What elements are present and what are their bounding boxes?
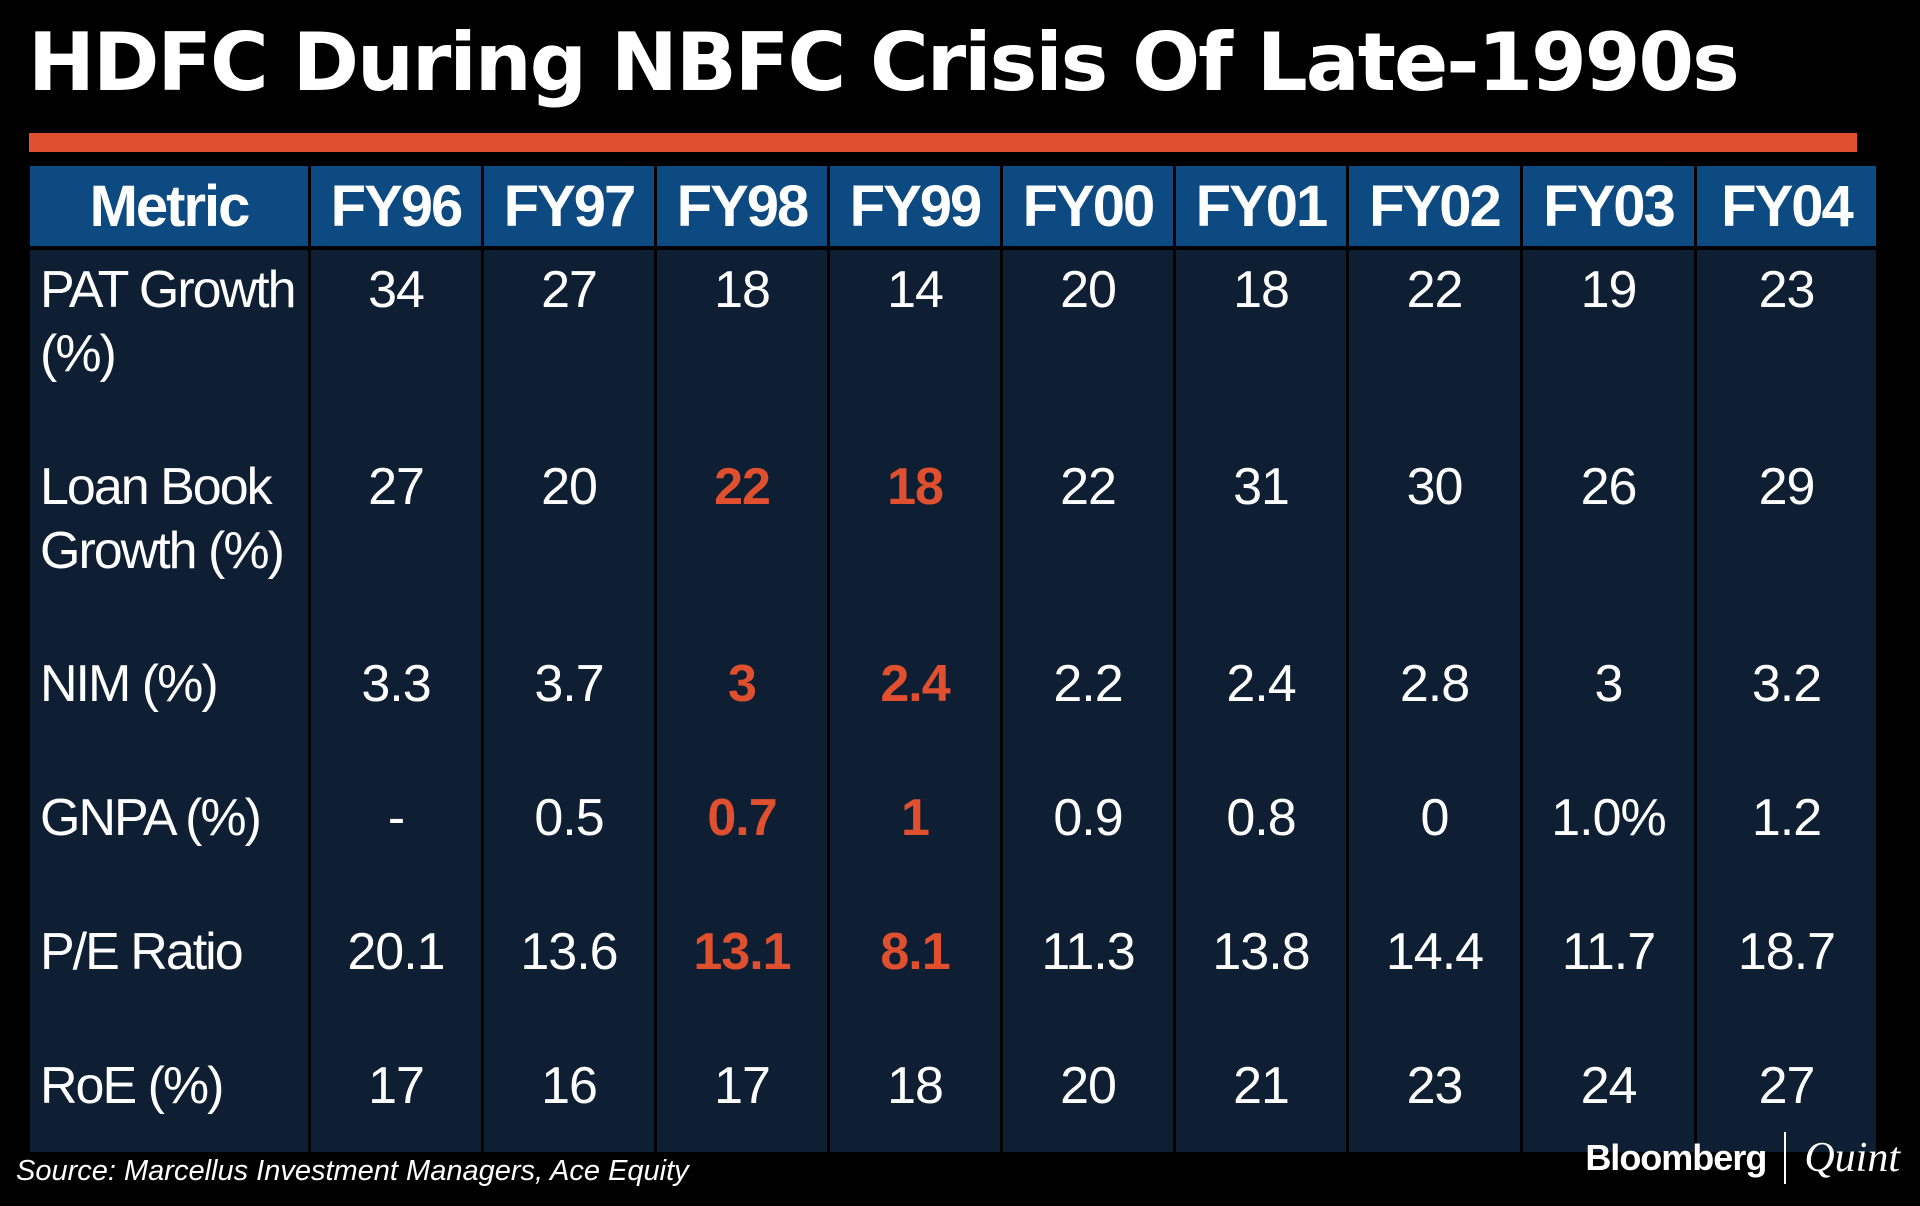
table-cell: 22 <box>1003 447 1176 644</box>
table-cell: 22 <box>1349 250 1523 447</box>
table-cell: 13.1 <box>657 912 830 1046</box>
table-cell: 27 <box>311 447 484 644</box>
table-cell: 34 <box>311 250 484 447</box>
table-row: GNPA (%) -0.5 0.7 1 0.9 0.8 0 1.0% 1.2 <box>30 778 1876 912</box>
table-cell: 3 <box>657 644 830 778</box>
table-cell: 17 <box>657 1046 830 1152</box>
table-header-row: Metric FY96 FY97 FY98 FY99 FY00 FY01 FY02 FY03 FY… <box>30 166 1876 250</box>
table-cell: 23 <box>1697 250 1876 447</box>
table-row: Loan Book Growth (%) 27 20 22 18 22 31 30 26 29 <box>30 447 1876 644</box>
header-metric: Metric <box>30 166 311 250</box>
metrics-table: Metric FY96 FY97 FY98 FY99 FY00 FY01 FY02 FY03 FY… <box>30 166 1876 1152</box>
table-cell: 30 <box>1349 447 1523 644</box>
header-fy97: FY97 <box>484 166 657 250</box>
brand-bloomberg: Bloomberg <box>1585 1137 1767 1178</box>
table-cell: 3.3 <box>311 644 484 778</box>
title-underline-bar <box>29 133 1857 152</box>
table-cell: - <box>311 778 484 912</box>
table-cell: 18 <box>830 1046 1003 1152</box>
table-cell: 20 <box>1003 250 1176 447</box>
table-cell: 24 <box>1523 1046 1697 1152</box>
table-body: PAT Growth (%) 34 27 18 14 20 18 22 19 23 Loan Boo… <box>30 250 1876 1152</box>
table-cell: 13.6 <box>484 912 657 1046</box>
table-cell: 0.7 <box>657 778 830 912</box>
chart-title: HDFC During NBFC Crisis Of Late-1990s <box>28 16 1740 109</box>
header-fy96: FY96 <box>311 166 484 250</box>
table-cell: 21 <box>1176 1046 1349 1152</box>
table-row: NIM (%) 3.3 3.7 3 2.4 2.2 2.4 2.8 3 3.2 <box>30 644 1876 778</box>
table-cell: 0.5 <box>484 778 657 912</box>
header-fy03: FY03 <box>1523 166 1697 250</box>
table-cell: 18 <box>1176 250 1349 447</box>
table-cell: 18 <box>830 447 1003 644</box>
table-cell: 11.3 <box>1003 912 1176 1046</box>
table-cell: 20 <box>484 447 657 644</box>
table-cell: 14 <box>830 250 1003 447</box>
table-cell: 13.8 <box>1176 912 1349 1046</box>
table-cell: 23 <box>1349 1046 1523 1152</box>
row-label: RoE (%) <box>30 1046 311 1152</box>
table-cell: 1.0% <box>1523 778 1697 912</box>
row-label: GNPA (%) <box>30 778 311 912</box>
table-cell: 26 <box>1523 447 1697 644</box>
table-cell: 3.7 <box>484 644 657 778</box>
table-cell: 20 <box>1003 1046 1176 1152</box>
table-cell: 27 <box>1697 1046 1876 1152</box>
table-cell: 3 <box>1523 644 1697 778</box>
table-cell: 0.8 <box>1176 778 1349 912</box>
row-label: Loan Book Growth (%) <box>30 447 311 644</box>
table-cell: 22 <box>657 447 830 644</box>
header-fy98: FY98 <box>657 166 830 250</box>
table-row: P/E Ratio 20.1 13.6 13.1 8.1 11.3 13.8 14.4 11.7… <box>30 912 1876 1046</box>
table-cell: 16 <box>484 1046 657 1152</box>
source-note: Source: Marcellus Investment Managers, A… <box>16 1155 689 1187</box>
table-cell: 18 <box>657 250 830 447</box>
table-cell: 0 <box>1349 778 1523 912</box>
header-fy00: FY00 <box>1003 166 1176 250</box>
table-cell: 1.2 <box>1697 778 1876 912</box>
table-cell: 2.4 <box>830 644 1003 778</box>
table-cell: 0.9 <box>1003 778 1176 912</box>
header-fy99: FY99 <box>830 166 1003 250</box>
row-label: PAT Growth (%) <box>30 250 311 447</box>
header-fy02: FY02 <box>1349 166 1523 250</box>
table-row: RoE (%) 17 16 17 18 20 21 23 24 27 <box>30 1046 1876 1152</box>
table-cell: 29 <box>1697 447 1876 644</box>
table-cell: 19 <box>1523 250 1697 447</box>
table-cell: 18.7 <box>1697 912 1876 1046</box>
table-cell: 20.1 <box>311 912 484 1046</box>
brand-divider <box>1784 1132 1787 1184</box>
table-cell: 11.7 <box>1523 912 1697 1046</box>
table-cell: 27 <box>484 250 657 447</box>
table-cell: 1 <box>830 778 1003 912</box>
table-cell: 2.2 <box>1003 644 1176 778</box>
table-row: PAT Growth (%) 34 27 18 14 20 18 22 19 23 <box>30 250 1876 447</box>
table-cell: 2.8 <box>1349 644 1523 778</box>
header-fy01: FY01 <box>1176 166 1349 250</box>
table-cell: 17 <box>311 1046 484 1152</box>
table-cell: 31 <box>1176 447 1349 644</box>
table-cell: 2.4 <box>1176 644 1349 778</box>
row-label: NIM (%) <box>30 644 311 778</box>
table-cell: 14.4 <box>1349 912 1523 1046</box>
header-fy04: FY04 <box>1697 166 1876 250</box>
brand-quint: Quint <box>1804 1135 1900 1181</box>
table-cell: 8.1 <box>830 912 1003 1046</box>
table-cell: 3.2 <box>1697 644 1876 778</box>
row-label: P/E Ratio <box>30 912 311 1046</box>
brand-logo: Bloomberg Quint <box>1585 1128 1900 1188</box>
